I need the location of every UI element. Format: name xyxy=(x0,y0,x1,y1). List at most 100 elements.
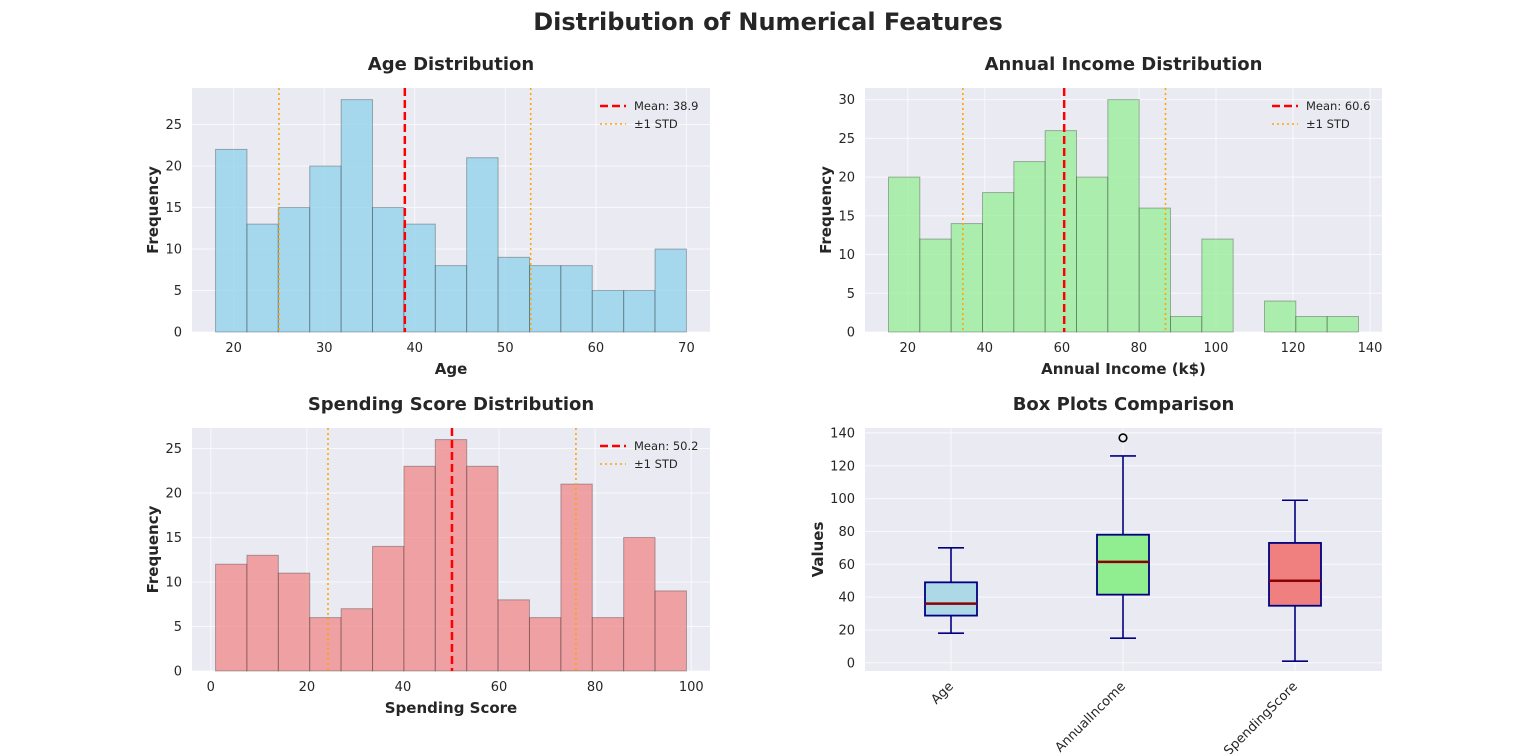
spending-score-distribution-chart: 0 20 40 60 80 100 0 5 10 15 20 25 Spending Score Dis… xyxy=(144,394,710,717)
chart-0-bar xyxy=(340,99,373,333)
chart-2-bar xyxy=(528,617,562,672)
chart-0-y-tick-label: 15 xyxy=(165,201,182,216)
chart-2-x-tick-label: 20 xyxy=(299,680,316,695)
chart-0-x-tick-label: 30 xyxy=(316,341,333,356)
chart-0-x-tick-label: 60 xyxy=(588,341,605,356)
chart-2-bar xyxy=(372,545,405,672)
chart-2-bar xyxy=(466,465,499,672)
chart-0-bar xyxy=(434,265,468,333)
chart-1-bar xyxy=(1264,300,1297,333)
chart-0-x-tick-label: 50 xyxy=(497,341,514,356)
chart-2-y-tick-label: 15 xyxy=(165,531,182,546)
chart-1-bar xyxy=(1107,99,1140,333)
chart-1-y-axis-label: Frequency xyxy=(817,166,835,254)
chart-0-y-tick-label: 10 xyxy=(165,243,182,258)
chart-0-y-tick-label: 0 xyxy=(174,326,182,341)
chart-0-bar xyxy=(309,165,342,333)
chart-1-bar xyxy=(982,192,1015,333)
chart-2-x-tick-label: 80 xyxy=(587,680,604,695)
chart-2-bar xyxy=(215,563,248,672)
chart-2-title: Spending Score Distribution xyxy=(308,394,594,415)
chart-1-bar xyxy=(919,238,952,333)
chart-1-y-tick-label: 5 xyxy=(847,287,855,302)
chart-1-bar xyxy=(950,223,983,333)
chart-2-bar xyxy=(403,465,436,672)
chart-2-bar xyxy=(560,483,593,672)
chart-1-bar xyxy=(888,176,921,333)
chart-2-x-tick-label: 0 xyxy=(207,680,215,695)
figure-title: Distribution of Numerical Features xyxy=(533,8,1003,36)
chart-3-y-tick-label: 100 xyxy=(830,492,855,507)
chart-2-y-tick-label: 10 xyxy=(165,575,182,590)
chart-1-x-tick-label: 140 xyxy=(1358,341,1383,356)
chart-3-x-tick-label: SpendingScore xyxy=(1221,679,1301,754)
chart-0-bar xyxy=(371,207,405,333)
chart-3-y-tick-label: 0 xyxy=(847,656,855,671)
chart-2-bar xyxy=(623,536,656,672)
chart-1-x-tick-label: 60 xyxy=(1054,341,1071,356)
chart-1-bar xyxy=(1326,316,1359,333)
chart-1-x-tick-label: 80 xyxy=(1131,341,1148,356)
chart-1-title: Annual Income Distribution xyxy=(985,54,1263,75)
chart-2-bar xyxy=(277,572,311,672)
chart-2-y-tick-label: 0 xyxy=(174,665,182,680)
chart-3-y-tick-label: 20 xyxy=(838,623,855,638)
chart-1-x-tick-label: 100 xyxy=(1204,341,1229,356)
chart-1-y-tick-label: 15 xyxy=(838,209,855,224)
chart-3-y-tick-label: 60 xyxy=(838,558,855,573)
chart-2-y-tick-label: 25 xyxy=(165,442,182,457)
annual-income-distribution-chart: 20 40 60 80 100 120 140 0 5 10 15 20 25 30 Annual Inco… xyxy=(817,54,1382,378)
chart-2-bar xyxy=(246,554,279,672)
chart-2-bar xyxy=(340,608,374,672)
chart-2-x-tick-label: 40 xyxy=(395,680,412,695)
chart-2-bar xyxy=(654,590,687,672)
chart-0-y-axis-label: Frequency xyxy=(144,166,162,254)
chart-0-bar xyxy=(466,157,499,333)
chart-0-bar xyxy=(560,265,593,333)
chart-0-bar xyxy=(215,148,248,333)
chart-2-y-axis-label: Frequency xyxy=(144,505,162,593)
chart-2-bar xyxy=(591,617,625,672)
chart-0-bar xyxy=(529,265,562,333)
chart-2-y-tick-label: 20 xyxy=(165,486,182,501)
chart-2-x-tick-label: 100 xyxy=(679,680,704,695)
chart-1-y-tick-label: 30 xyxy=(838,93,855,108)
chart-3-title: Box Plots Comparison xyxy=(1013,394,1235,415)
age-distribution-chart: 20 30 40 50 60 70 0 5 10 15 20 25 Age Distribution Ag… xyxy=(144,54,710,378)
chart-3-spendingscore-box xyxy=(1268,542,1322,607)
chart-0-bar xyxy=(277,207,311,333)
chart-1-bar xyxy=(1076,176,1109,333)
chart-0-title: Age Distribution xyxy=(368,54,534,75)
chart-0-legend-mean-label: Mean: 38.9 xyxy=(634,99,698,113)
chart-1-bar xyxy=(1170,316,1203,333)
chart-3-annualincome-outlier-point xyxy=(1118,433,1128,443)
chart-0-bar xyxy=(623,290,656,333)
chart-1-bar xyxy=(1013,161,1046,333)
chart-3-y-axis-label: Values xyxy=(809,522,827,578)
chart-0-x-tick-label: 70 xyxy=(678,341,695,356)
chart-0-y-tick-label: 5 xyxy=(174,284,182,299)
chart-0-x-tick-label: 20 xyxy=(225,341,242,356)
chart-3-y-tick-label: 80 xyxy=(838,525,855,540)
chart-0-bar xyxy=(246,223,279,333)
chart-1-x-axis-label: Annual Income (k$) xyxy=(1041,360,1206,378)
chart-0-legend-std-label: ±1 STD xyxy=(634,117,678,131)
chart-0-bar xyxy=(497,256,531,333)
chart-2-bar xyxy=(497,599,530,672)
chart-3-annualincome-box xyxy=(1096,533,1150,596)
chart-0-bar xyxy=(403,223,436,333)
chart-0-bar xyxy=(591,290,625,333)
chart-1-y-tick-label: 20 xyxy=(838,171,855,186)
chart-1-legend-std-label: ±1 STD xyxy=(1306,117,1350,131)
chart-0-y-tick-label: 20 xyxy=(165,160,182,175)
chart-1-x-tick-label: 20 xyxy=(899,341,916,356)
chart-3-y-tick-label: 40 xyxy=(838,591,855,606)
chart-1-y-tick-label: 25 xyxy=(838,132,855,147)
chart-3-x-tick-label: AnnualIncome xyxy=(1052,679,1128,754)
chart-2-x-tick-label: 60 xyxy=(491,680,508,695)
chart-2-x-axis-label: Spending Score xyxy=(385,699,517,717)
chart-2-bar xyxy=(309,617,342,672)
chart-1-legend-mean-label: Mean: 60.6 xyxy=(1306,99,1370,113)
chart-3-y-tick-label: 140 xyxy=(830,426,855,441)
